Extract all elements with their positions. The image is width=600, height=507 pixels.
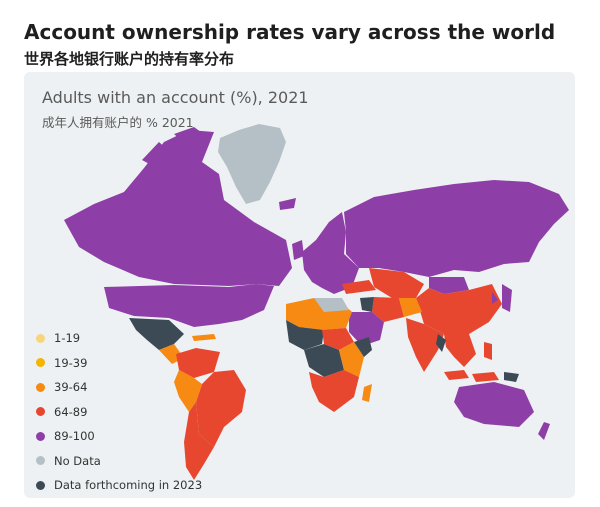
page-title: Account ownership rates vary across the … <box>24 20 556 44</box>
mongolia-region <box>429 277 469 294</box>
west-africa <box>286 320 324 350</box>
japan-korea <box>492 284 512 312</box>
legend-swatch <box>36 480 45 490</box>
kazakhstan-region <box>369 268 424 298</box>
sahel-region <box>322 328 354 350</box>
canada-region <box>64 130 292 286</box>
peru-bolivia <box>174 370 202 412</box>
legend-swatch <box>36 407 45 417</box>
iraq-region <box>360 297 374 312</box>
libya-egypt <box>314 298 349 312</box>
legend-label: 19-39 <box>54 355 88 370</box>
greenland-region <box>218 124 286 204</box>
legend-item-forthcoming: Data forthcoming in 2023 <box>36 473 202 498</box>
legend-item-1-19: 1-19 <box>36 326 202 351</box>
legend-item-39-64: 39-64 <box>36 375 202 400</box>
legend-swatch <box>36 456 45 466</box>
map-subtitle: 成年人拥有账户的 % 2021 <box>42 115 194 130</box>
legend-label: 1-19 <box>54 331 81 346</box>
legend-label: 89-100 <box>54 429 95 444</box>
east-africa <box>339 342 364 377</box>
legend-swatch <box>36 382 45 392</box>
horn-of-africa <box>354 337 372 357</box>
afghanistan-pakistan <box>399 298 422 317</box>
legend-item-no-data: No Data <box>36 449 202 474</box>
arctic-islands <box>142 127 209 172</box>
new-zealand <box>538 422 550 440</box>
iceland <box>279 198 296 210</box>
papua-region <box>504 372 519 382</box>
southern-africa <box>309 370 359 412</box>
indonesia-region <box>444 370 499 382</box>
china-region <box>416 284 502 334</box>
map-legend: 1-19 19-39 39-64 64-89 89-100 No Data Da… <box>36 326 202 498</box>
brazil-region <box>196 370 246 447</box>
philippines-region <box>484 342 492 360</box>
legend-label: No Data <box>54 453 101 468</box>
legend-swatch <box>36 358 45 368</box>
caribbean <box>192 334 216 341</box>
colombia-venezuela <box>176 348 220 378</box>
page-subtitle: 世界各地银行账户的持有率分布 <box>24 50 235 68</box>
saudi-region <box>349 312 384 346</box>
turkey-region <box>342 280 376 294</box>
usa-region <box>104 284 274 327</box>
southeast-asia <box>444 334 476 367</box>
central-africa <box>304 344 344 377</box>
legend-label: 64-89 <box>54 404 88 419</box>
world-choropleth-map <box>64 124 569 480</box>
legend-item-89-100: 89-100 <box>36 424 202 449</box>
legend-label: 39-64 <box>54 380 88 395</box>
iran-region <box>372 297 404 322</box>
southern-cone <box>184 402 214 480</box>
mexico-region <box>129 318 184 350</box>
legend-swatch <box>36 431 45 441</box>
legend-item-19-39: 19-39 <box>36 351 202 376</box>
madagascar <box>362 384 372 402</box>
legend-label: Data forthcoming in 2023 <box>54 478 203 493</box>
russia-region <box>344 180 569 277</box>
legend-swatch <box>36 333 45 343</box>
legend-item-64-89: 64-89 <box>36 400 202 425</box>
europe-region <box>302 212 359 294</box>
india-region <box>406 318 444 372</box>
australia-region <box>454 382 534 427</box>
myanmar-region <box>436 334 446 352</box>
map-title: Adults with an account (%), 2021 <box>42 88 309 107</box>
map-panel: Adults with an account (%), 2021 成年人拥有账户… <box>24 72 575 498</box>
uk-ireland <box>292 240 304 260</box>
